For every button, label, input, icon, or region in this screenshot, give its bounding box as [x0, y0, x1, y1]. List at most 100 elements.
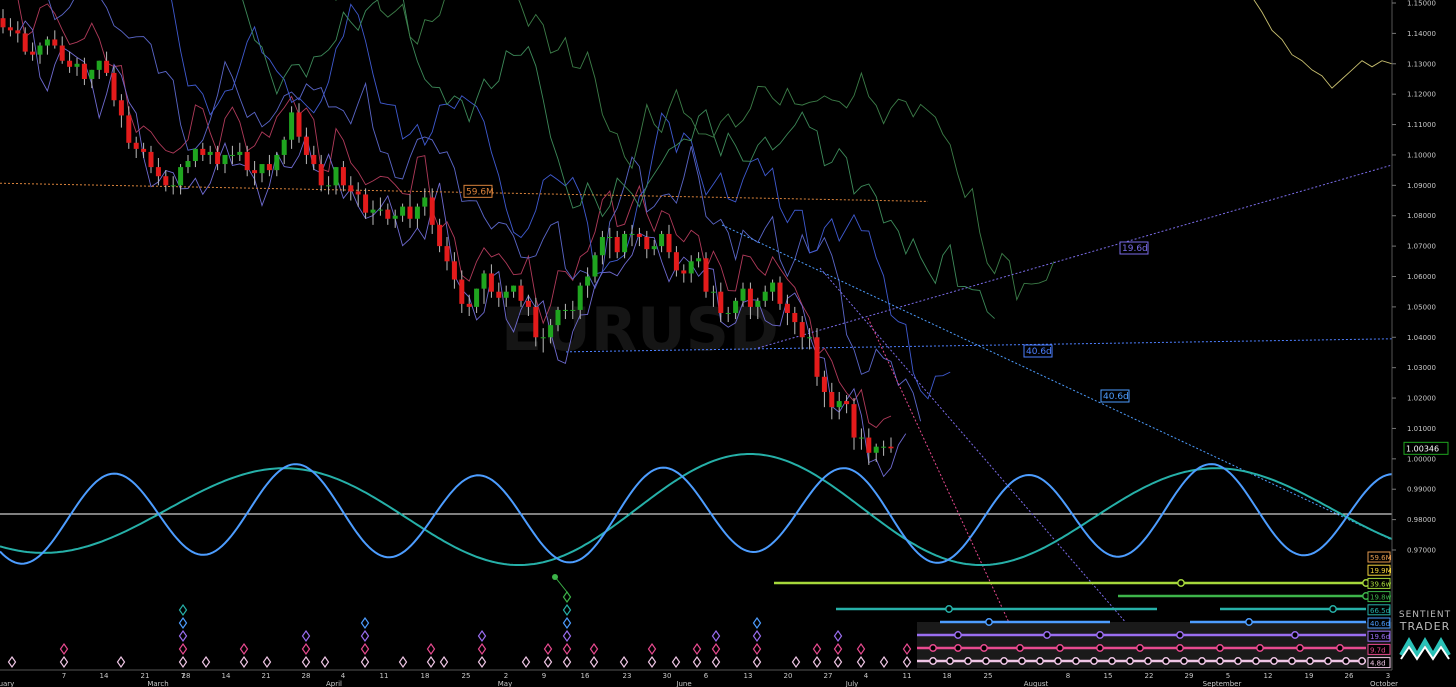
brand-line1: SENTIENT — [1398, 610, 1452, 620]
cycle-marker-icon — [812, 642, 822, 656]
y-tick-label: 1.11000 — [1407, 121, 1436, 129]
cycle-marker-icon — [521, 655, 531, 669]
candle-body — [762, 291, 768, 301]
candle-body — [607, 236, 613, 238]
x-tick-label: 15 — [1104, 672, 1113, 680]
x-tick-label: 30 — [663, 672, 672, 680]
trend-label: 40.6d — [1103, 392, 1129, 402]
candle-body — [7, 27, 13, 31]
x-month-label: July — [845, 680, 859, 687]
candle-body — [215, 151, 221, 165]
y-tick-label: 1.07000 — [1407, 243, 1436, 251]
cycle-markers — [7, 574, 937, 669]
candle-body — [133, 142, 139, 149]
phase-dot-icon — [1329, 605, 1337, 613]
cycle-marker-icon — [398, 655, 408, 669]
phase-dot-icon — [1216, 644, 1224, 652]
legend-swatch — [1367, 564, 1391, 576]
candle-body — [244, 151, 250, 171]
cycle-marker-icon — [59, 655, 69, 669]
cycle-marker-icon — [562, 642, 572, 656]
candle-body — [474, 288, 480, 307]
cycle-marker-icon — [619, 655, 629, 669]
phase-dot-icon — [1176, 631, 1184, 639]
y-tick-label: 0.98000 — [1407, 516, 1436, 524]
candle-body — [37, 45, 43, 55]
candle-body — [629, 233, 635, 235]
cycle-marker-icon — [239, 655, 249, 669]
phase-dot-icon — [1342, 657, 1350, 665]
cycle-waves — [0, 453, 1393, 566]
x-tick-label: 3 — [1386, 672, 1390, 680]
x-tick-label: 21 — [141, 672, 150, 680]
candle-body — [644, 236, 650, 250]
cycle-marker-icon — [752, 629, 762, 643]
candle-body — [459, 279, 465, 304]
candle-body — [74, 63, 80, 67]
x-month-label: September — [1203, 680, 1242, 687]
candle-body — [844, 401, 850, 405]
candle-body — [289, 112, 295, 140]
x-tick-label: 22 — [1145, 672, 1154, 680]
envelope-line — [171, 0, 951, 400]
cycle-marker-icon — [477, 629, 487, 643]
candle-body — [155, 167, 161, 177]
candle-body — [259, 164, 265, 174]
x-month-label: April — [326, 680, 342, 687]
candle-body — [511, 285, 517, 292]
y-tick-label: 1.13000 — [1407, 60, 1436, 68]
phase-dot-icon — [954, 631, 962, 639]
cycle-marker-icon — [178, 629, 188, 643]
phase-dot-icon — [1245, 618, 1253, 626]
cycle-marker-icon — [477, 642, 487, 656]
candle-body — [385, 209, 391, 219]
candle-body — [740, 288, 746, 301]
candle-body — [222, 154, 228, 165]
x-tick-label: 4 — [864, 672, 869, 680]
cycle-marker-icon — [239, 642, 249, 656]
candle-body — [799, 322, 805, 338]
y-tick-label: 1.04000 — [1407, 334, 1436, 342]
phase-dot-icon — [1072, 657, 1080, 665]
cycle-marker-icon — [562, 590, 572, 604]
cycle-marker-icon — [879, 655, 889, 669]
candle-body — [207, 151, 213, 155]
phase-dot-icon — [1270, 657, 1278, 665]
level-line — [565, 338, 1393, 353]
candle-body — [710, 291, 716, 293]
phase-dot-icon — [1136, 644, 1144, 652]
x-tick-label: 16 — [581, 672, 590, 680]
phase-dot-icon — [1358, 657, 1366, 665]
candle-body — [141, 148, 147, 152]
phase-dot-icon — [1090, 657, 1098, 665]
candle-body — [496, 291, 502, 298]
phase-dot-icon — [1000, 657, 1008, 665]
cycle-marker-icon — [752, 616, 762, 630]
phase-dot-icon — [929, 644, 937, 652]
legend-label: 19.9M — [1370, 567, 1392, 575]
phase-dot-icon — [964, 657, 972, 665]
candle-body — [755, 300, 761, 307]
cycle-marker-icon — [262, 655, 272, 669]
x-tick-label: 9 — [542, 672, 546, 680]
phase-dot-icon — [1198, 657, 1206, 665]
x-tick-label: 7 — [62, 672, 66, 680]
candle-body — [392, 215, 398, 219]
candle-body — [881, 446, 887, 448]
phase-dot-icon — [1216, 657, 1224, 665]
cycle-marker-icon — [752, 655, 762, 669]
legend-label: 9.7d — [1370, 646, 1386, 654]
candle-body — [414, 206, 420, 219]
cycle-marker-icon — [562, 655, 572, 669]
candle-body — [784, 303, 790, 313]
cycle-marker-icon — [812, 655, 822, 669]
x-axis: ruary7142128March7142128April4111825May2… — [0, 669, 1398, 687]
candle-body — [585, 276, 591, 286]
legend-label: 19.6d — [1370, 633, 1390, 641]
last-price-box — [1403, 441, 1449, 455]
cycle-marker-icon — [647, 655, 657, 669]
legend-swatch — [1367, 577, 1391, 589]
cycle-marker-icon — [360, 655, 370, 669]
candle-body — [703, 258, 709, 292]
cycle-marker-icon — [692, 655, 702, 669]
